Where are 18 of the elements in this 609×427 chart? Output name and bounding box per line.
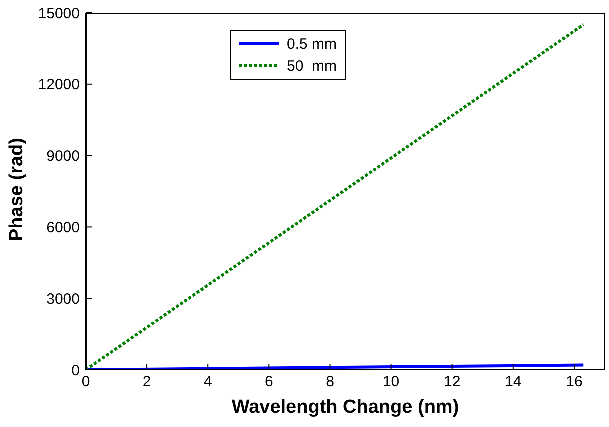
y-axis-title: Phase (rad) [6, 138, 28, 242]
y-tick-label: 9000 [46, 148, 80, 166]
legend-label: 0.5 mm [287, 36, 338, 52]
x-tick-label: 4 [204, 374, 212, 391]
y-tick-label: 3000 [46, 290, 80, 308]
y-tick-label: 15000 [38, 5, 80, 22]
y-tick-label: 0 [72, 362, 80, 380]
legend-label: 50 mm [287, 58, 338, 74]
x-tick-label: 12 [444, 374, 461, 391]
x-tick-label: 16 [566, 374, 583, 391]
x-tick-label: 6 [265, 374, 274, 391]
y-tick-label: 6000 [46, 220, 80, 237]
x-tick-label: 8 [326, 374, 334, 391]
x-axis-title: Wavelength Change (nm) [232, 397, 460, 418]
x-tick-label: 10 [382, 374, 400, 391]
y-tick-label: 12000 [38, 76, 80, 94]
x-tick-label: 14 [505, 374, 522, 391]
x-tick-label: 2 [142, 374, 152, 391]
